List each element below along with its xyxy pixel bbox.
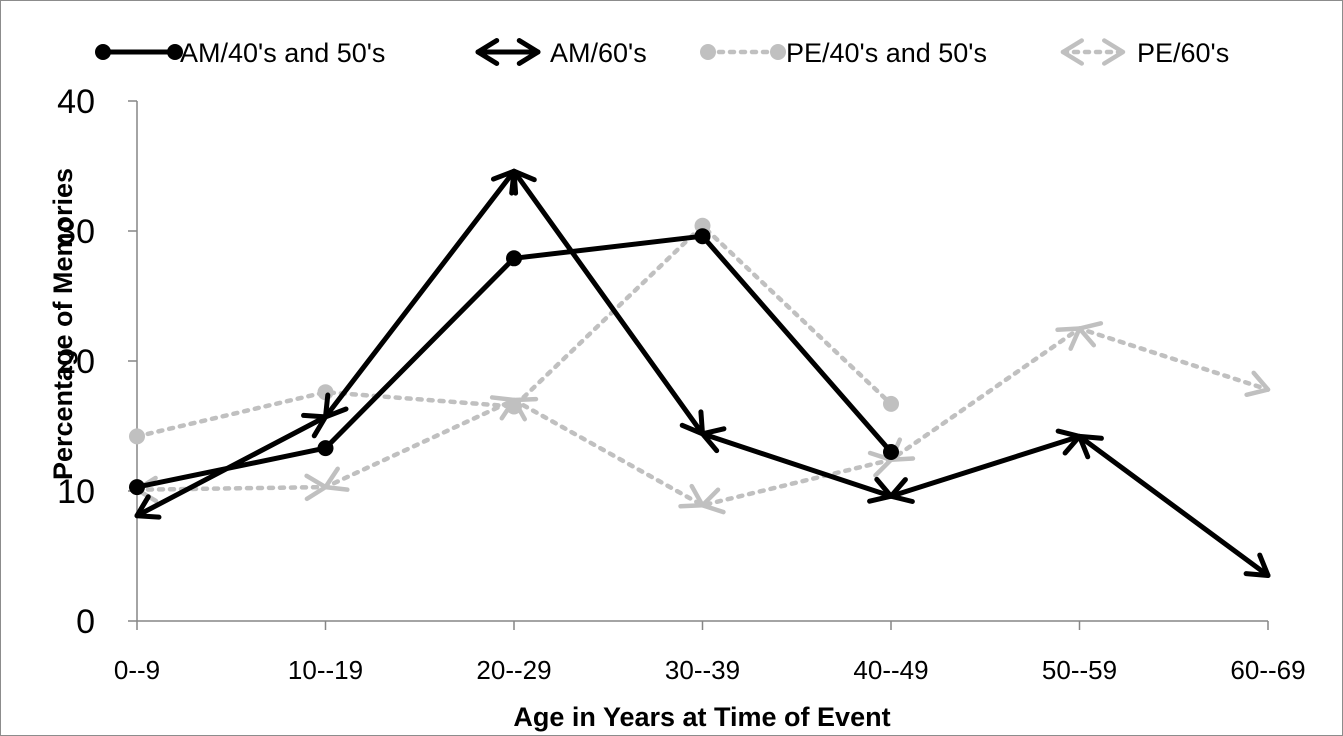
arrow-marker — [1244, 370, 1271, 398]
axes: 0 10 20 30 40 0--9 10--19 20--29 30--39 40--49 50-… — [57, 83, 1305, 685]
x-tick-label: 20--29 — [476, 655, 551, 685]
arrow-marker — [700, 426, 727, 454]
x-tick-label: 10--19 — [288, 655, 363, 685]
arrow-marker — [134, 494, 162, 520]
arrow-marker — [1101, 38, 1126, 66]
x-tick-label: 40--49 — [853, 655, 928, 685]
x-axis-title: Age in Years at Time of Event — [513, 702, 890, 732]
series-line — [134, 223, 894, 439]
arrow-marker — [700, 487, 726, 515]
series-line — [134, 233, 894, 490]
data-point — [883, 395, 899, 412]
data-point — [129, 428, 145, 445]
arrow-marker — [323, 466, 350, 492]
legend-label: AM/60's — [550, 38, 647, 68]
series-layer — [129, 168, 1271, 578]
legend-item: AM/60's — [475, 38, 647, 68]
legend-label: PE/40's and 50's — [786, 38, 987, 68]
arrow-marker — [888, 477, 915, 504]
legend-swatch-marker — [167, 44, 183, 60]
arrow-marker — [1077, 321, 1104, 348]
y-tick-label: 40 — [57, 83, 95, 121]
legend-swatch-marker — [770, 44, 786, 60]
y-tick-label: 30 — [57, 213, 95, 251]
x-tick-label: 50--59 — [1042, 655, 1117, 685]
legend-label: AM/40's and 50's — [180, 38, 385, 68]
arrow-marker — [1077, 433, 1104, 460]
arrow-marker — [511, 168, 537, 196]
legend-swatch-marker — [700, 44, 716, 60]
data-point — [317, 440, 334, 457]
y-axis-title: Percentage of Memories — [48, 168, 78, 480]
legend-label: PE/60's — [1137, 38, 1229, 68]
arrow-marker — [1060, 38, 1085, 66]
arrow-marker — [516, 38, 541, 66]
data-point — [883, 444, 899, 460]
arrow-marker — [678, 483, 705, 509]
y-tick-label: 10 — [57, 473, 95, 511]
arrow-marker — [323, 392, 349, 420]
x-tick-label: 0--9 — [114, 655, 160, 685]
legend-item: AM/40's and 50's — [95, 38, 385, 68]
series-2 — [134, 168, 1271, 578]
y-tick-label: 0 — [76, 603, 95, 641]
legend: AM/40's and 50's AM/60's PE/40's and 50's P… — [95, 38, 1229, 68]
x-tick-label: 60--69 — [1230, 655, 1305, 685]
x-tick-label: 30--39 — [665, 655, 740, 685]
y-tick-label: 20 — [57, 343, 95, 381]
series-1 — [129, 228, 899, 496]
legend-item: PE/60's — [1060, 38, 1229, 68]
legend-swatch-marker — [95, 44, 111, 60]
arrow-marker — [475, 38, 500, 66]
data-point — [129, 479, 145, 496]
legend-item: PE/40's and 50's — [700, 38, 987, 68]
arrow-marker — [511, 396, 539, 422]
arrow-marker — [1243, 552, 1271, 578]
arrow-marker — [1055, 326, 1082, 351]
data-point — [506, 250, 522, 267]
data-point — [694, 228, 711, 245]
